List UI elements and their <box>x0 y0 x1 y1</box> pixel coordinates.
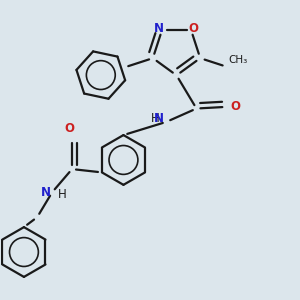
Text: O: O <box>64 122 74 135</box>
Text: CH₃: CH₃ <box>229 55 248 65</box>
Text: N: N <box>154 112 164 125</box>
Text: H: H <box>151 112 159 125</box>
Text: H: H <box>58 188 67 202</box>
Text: N: N <box>41 186 51 199</box>
Text: N: N <box>154 22 164 35</box>
Text: O: O <box>189 22 199 35</box>
Text: O: O <box>231 100 241 113</box>
